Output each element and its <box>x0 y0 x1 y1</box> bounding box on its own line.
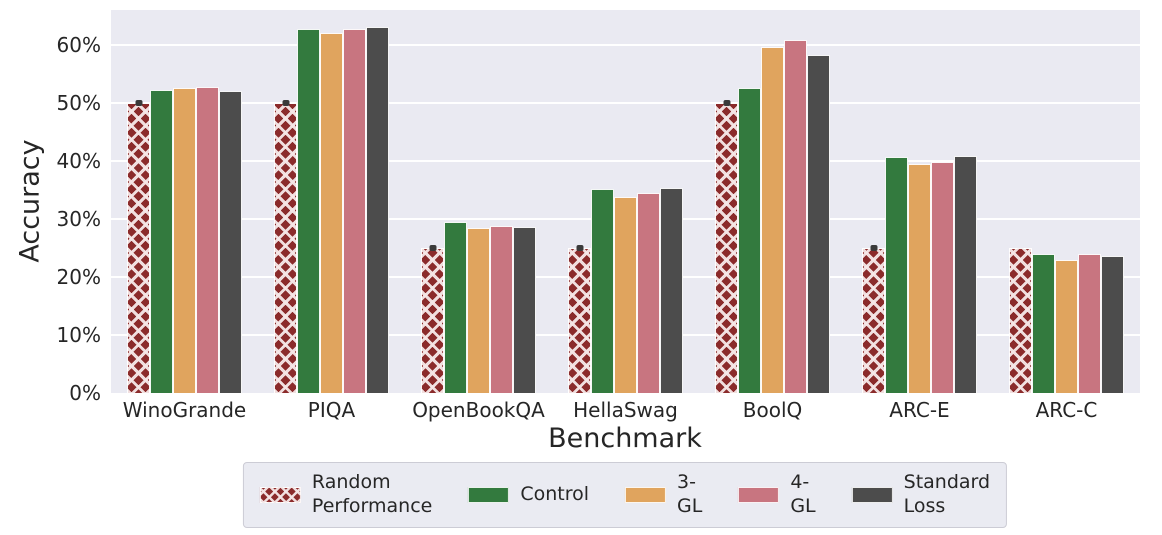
error-cap <box>576 244 583 251</box>
bar-random-performance <box>421 244 444 393</box>
bar-4-gl <box>931 162 954 393</box>
bar-standard-loss <box>954 156 977 393</box>
y-tick-label: 0% <box>69 381 101 405</box>
legend-swatch <box>625 486 667 503</box>
bar-4-gl <box>637 193 660 393</box>
gridline <box>111 159 1140 162</box>
bar-standard-loss <box>807 55 830 393</box>
bar-standard-loss <box>513 227 536 393</box>
bar-control <box>885 156 908 393</box>
legend-swatch <box>738 486 780 503</box>
x-axis-label: Benchmark <box>548 423 702 454</box>
gridline <box>111 43 1140 46</box>
legend-label: Random Performance <box>311 471 433 517</box>
bar-3-gl <box>1055 259 1078 393</box>
bar-3-gl <box>761 47 784 393</box>
bar-4-gl <box>196 87 219 393</box>
legend-label: 4-GL <box>790 471 816 517</box>
y-tick-label: 10% <box>56 322 101 347</box>
bar-random-performance <box>274 99 297 393</box>
legend-swatch <box>851 486 893 503</box>
bar-3-gl <box>467 227 490 393</box>
legend-item-4-gl: 4-GL <box>738 471 816 519</box>
bar-control <box>591 188 614 393</box>
bar-random-performance <box>1009 247 1032 393</box>
bar-group-WinoGrande <box>111 10 258 393</box>
x-tick-label: WinoGrande <box>122 398 247 422</box>
y-tick-label: 50% <box>56 90 101 115</box>
bar-random-performance <box>568 244 591 393</box>
x-tick-label: HellaSwag <box>573 398 678 422</box>
bar-random-performance <box>715 99 738 393</box>
gridline <box>111 101 1140 104</box>
bar-group-PIQA <box>258 10 405 393</box>
bar-3-gl <box>173 87 196 393</box>
legend-swatch <box>468 486 510 503</box>
bar-control <box>297 29 320 393</box>
error-cap <box>870 244 877 251</box>
bar-3-gl <box>908 164 931 393</box>
bar-control <box>738 87 761 393</box>
legend-item-standard-loss: Standard Loss <box>851 471 991 519</box>
y-tick-label: 40% <box>56 148 101 173</box>
x-tick-label: PIQA <box>307 398 356 422</box>
bar-control <box>1032 254 1055 393</box>
legend-item-random-performance: Random Performance <box>259 471 433 519</box>
bar-4-gl <box>490 225 513 393</box>
bar-3-gl <box>614 196 637 393</box>
legend-item-control: Control <box>468 483 589 507</box>
x-tick-label: ARC-E <box>889 398 950 422</box>
bar-standard-loss <box>660 187 683 393</box>
bar-random-performance <box>862 244 885 393</box>
legend-label: Standard Loss <box>903 471 991 517</box>
bar-control <box>150 89 173 393</box>
bar-standard-loss <box>366 27 389 393</box>
bar-group-ARC-C <box>993 10 1140 393</box>
legend-item-3-gl: 3-GL <box>625 471 702 519</box>
plot-area <box>111 10 1140 393</box>
bar-4-gl <box>1078 254 1101 393</box>
error-cap <box>723 99 730 106</box>
bar-standard-loss <box>219 90 242 393</box>
y-tick-label: 30% <box>56 206 101 231</box>
bar-3-gl <box>320 33 343 393</box>
legend-swatch <box>259 486 301 503</box>
error-cap <box>135 99 142 106</box>
bar-random-performance <box>127 99 150 393</box>
legend-label: Control <box>520 482 590 505</box>
x-tick-labels: WinoGrande PIQA OpenBookQA HellaSwag BoolQ AR… <box>111 398 1140 422</box>
bar-group-HellaSwag <box>552 10 699 393</box>
error-cap <box>429 244 436 251</box>
legend: Random Performance Control 3-GL 4-GL Standar… <box>242 462 1008 528</box>
bar-control <box>444 221 467 393</box>
bar-4-gl <box>343 28 366 393</box>
y-tick-label: 60% <box>56 32 101 57</box>
x-tick-label: ARC-C <box>1035 398 1098 422</box>
bar-standard-loss <box>1101 256 1124 393</box>
legend-label: 3-GL <box>677 471 703 517</box>
bar-group-BoolQ <box>699 10 846 393</box>
bar-group-ARC-E <box>846 10 993 393</box>
error-cap <box>282 99 289 106</box>
x-tick-label: OpenBookQA <box>412 398 545 422</box>
bar-group-OpenBookQA <box>405 10 552 393</box>
y-tick-label: 20% <box>56 264 101 289</box>
bar-4-gl <box>784 40 807 393</box>
x-tick-label: BoolQ <box>742 398 803 422</box>
